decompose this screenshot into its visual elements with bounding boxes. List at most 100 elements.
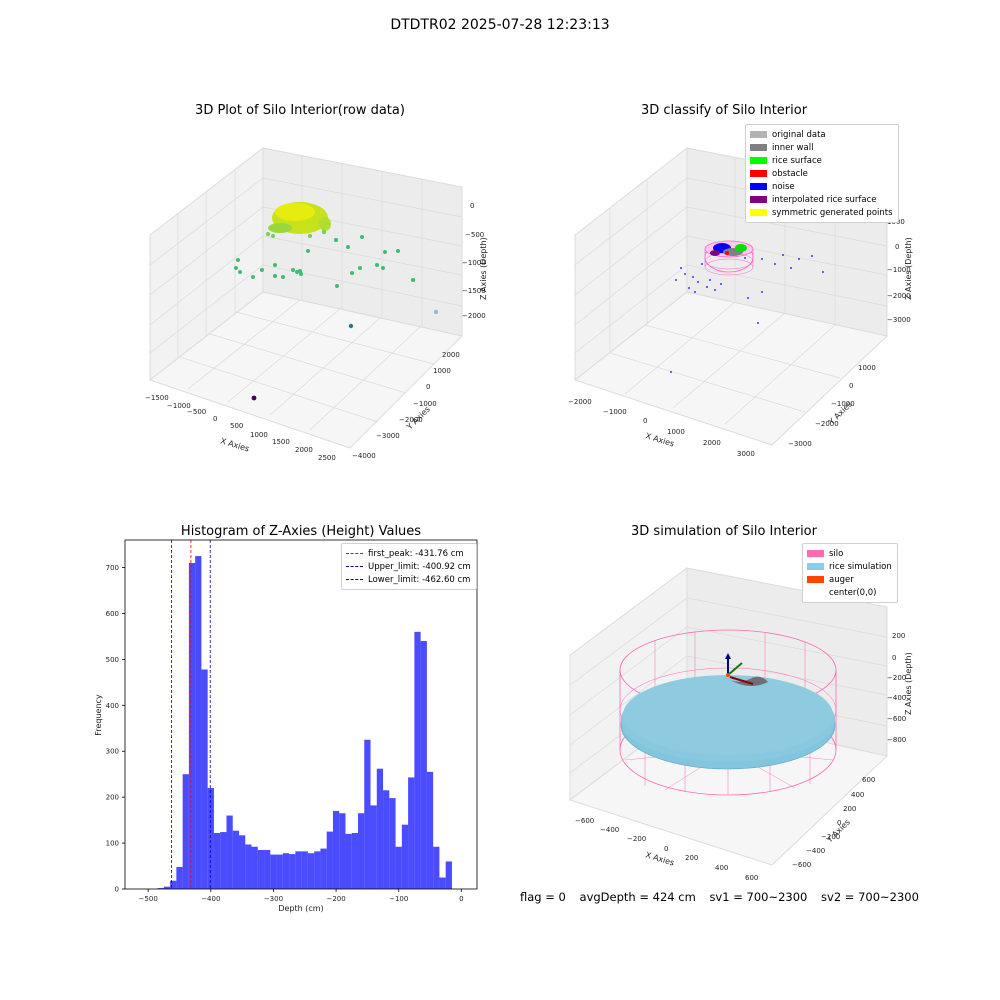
histogram-bar — [207, 787, 214, 889]
svg-text:500: 500 — [230, 422, 243, 430]
histogram-bar — [445, 861, 452, 889]
auger-and-center — [725, 653, 754, 685]
classify-legend: original data inner wall rice surface obsta… — [745, 124, 899, 223]
histogram-bar — [408, 777, 415, 889]
raw-points — [234, 202, 439, 401]
histogram-x-ticks: −500 −400 −300 −200 −100 0 — [139, 889, 464, 903]
svg-text:0: 0 — [892, 654, 896, 662]
classify-plot-title: 3D classify of Silo Interior — [640, 103, 808, 118]
svg-text:−1000: −1000 — [603, 408, 627, 416]
svg-text:−2000: −2000 — [399, 416, 423, 424]
histogram-bar — [383, 790, 390, 889]
pane-back — [573, 146, 889, 446]
legend-label: center(0,0) — [829, 587, 877, 598]
y-tick-label: 300 — [106, 748, 119, 756]
histogram-legend: first_peak: -431.76 cm Upper_limit: -400.… — [341, 543, 477, 590]
svg-text:−2000: −2000 — [568, 398, 592, 406]
x-tick-label: 0 — [459, 895, 463, 903]
histogram-bar — [314, 851, 321, 889]
histogram-bar — [351, 832, 358, 889]
histogram-bar — [420, 641, 427, 889]
histogram-bar — [395, 846, 402, 889]
svg-text:−3000: −3000 — [887, 316, 911, 324]
status-line: flag = 0 avgDepth = 424 cm sv1 = 700~230… — [520, 890, 929, 904]
svg-text:0: 0 — [426, 383, 430, 391]
raw-x-label: X Axies — [219, 436, 250, 453]
x-tick-label: −100 — [389, 895, 408, 903]
svg-text:−600: −600 — [792, 861, 811, 869]
histogram-bar — [163, 886, 171, 889]
y-tick-label: 600 — [106, 610, 119, 618]
simulation-legend: silo rice simulation auger center(0,0) — [802, 543, 898, 603]
histogram-bar — [376, 768, 384, 889]
histogram-bar — [289, 854, 296, 889]
svg-text:2500: 2500 — [318, 454, 336, 462]
svg-text:1000: 1000 — [250, 431, 268, 439]
histogram-bar — [345, 833, 352, 889]
classify-z-label: Z Axies (Depth) — [904, 237, 913, 300]
svg-text:−1000: −1000 — [831, 400, 855, 408]
svg-text:−1000: −1000 — [887, 266, 911, 274]
svg-text:1500: 1500 — [272, 438, 290, 446]
svg-text:1000: 1000 — [858, 364, 876, 372]
legend-label: inner wall — [772, 142, 814, 153]
histogram-bar — [251, 846, 258, 889]
svg-text:−500: −500 — [465, 231, 484, 239]
histogram-bar — [282, 853, 290, 889]
svg-text:3000: 3000 — [737, 450, 755, 458]
legend-label: obstacle — [772, 168, 808, 179]
legend-entry: original data — [750, 128, 893, 141]
simulation-x-label: X Axies — [644, 850, 675, 867]
svg-text:−600: −600 — [887, 715, 906, 723]
svg-text:0: 0 — [849, 382, 853, 390]
legend-entry: rice surface — [750, 154, 893, 167]
x-tick-label: −500 — [139, 895, 158, 903]
svg-text:2000: 2000 — [442, 351, 460, 359]
legend-swatch — [750, 196, 767, 203]
histogram-bar — [238, 835, 246, 889]
flag-text: flag = 0 — [520, 890, 566, 904]
y-tick-label: 500 — [106, 656, 119, 664]
histogram-bar — [220, 832, 227, 889]
legend-entry: rice simulation — [807, 560, 892, 573]
legend-swatch — [807, 550, 824, 557]
histogram-bar — [326, 831, 333, 889]
svg-text:2000: 2000 — [295, 446, 313, 454]
svg-text:600: 600 — [862, 776, 875, 784]
legend-swatch — [807, 576, 824, 583]
svg-text:−3000: −3000 — [376, 432, 400, 440]
histogram-y-ticks: 0 100 200 300 400 500 600 700 — [106, 564, 125, 894]
svg-text:400: 400 — [715, 864, 728, 872]
legend-entry: inner wall — [750, 141, 893, 154]
raw-z-label: Z Axies (Depth) — [479, 237, 488, 300]
svg-text:0: 0 — [470, 202, 474, 210]
legend-entry: first_peak: -431.76 cm — [346, 547, 471, 560]
svg-text:−500: −500 — [187, 408, 206, 416]
classify-points — [670, 240, 824, 373]
histogram-bar — [439, 877, 446, 889]
legend-label: rice surface — [772, 155, 822, 166]
svg-text:0: 0 — [837, 819, 841, 827]
histogram-bar — [264, 849, 271, 889]
svg-text:−1500: −1500 — [145, 394, 169, 402]
histogram-bar — [232, 830, 239, 889]
legend-label: noise — [772, 181, 795, 192]
histogram-bar — [176, 866, 183, 889]
histogram-bar — [357, 813, 365, 889]
x-tick-label: −200 — [326, 895, 345, 903]
histogram-bar — [320, 848, 327, 889]
legend-swatch — [750, 170, 767, 177]
legend-entry: symmetric generated points — [750, 206, 893, 219]
legend-entry: Lower_limit: -462.60 cm — [346, 573, 471, 586]
legend-swatch — [807, 563, 824, 570]
svg-text:−1000: −1000 — [413, 400, 437, 408]
svg-text:−600: −600 — [575, 817, 594, 825]
simulation-plot-title: 3D simulation of Silo Interior — [631, 524, 817, 539]
svg-text:1000: 1000 — [667, 428, 685, 436]
svg-text:0: 0 — [643, 417, 647, 425]
legend-label: silo — [829, 548, 844, 559]
svg-text:0: 0 — [664, 845, 668, 853]
histogram-bar — [339, 813, 346, 889]
